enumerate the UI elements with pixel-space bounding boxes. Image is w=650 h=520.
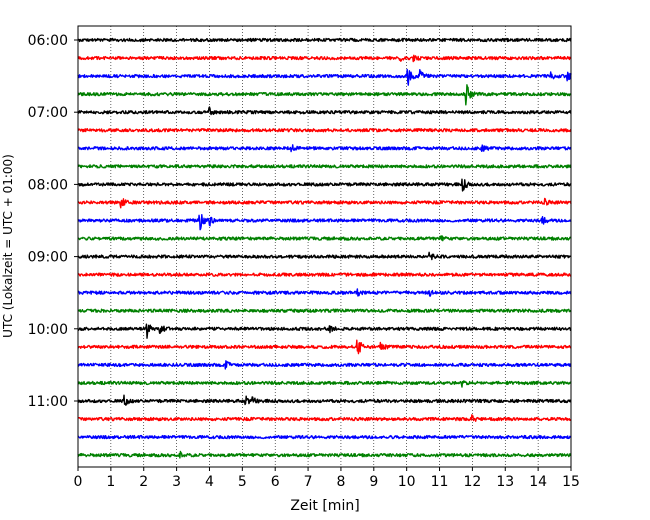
trace-1045 [77,380,572,388]
x-tick-label: 12 [463,474,481,490]
x-tick-label: 9 [369,474,378,490]
x-axis: 0 1 2 3 4 5 6 7 8 9 10 11 12 13 14 15 [74,467,580,490]
trace-0745 [77,164,572,169]
trace-0800 [77,178,572,192]
x-tick-label: 13 [496,474,514,490]
plot-area [78,26,571,467]
trace-0730 [77,144,572,153]
y-axis: 06:00 07:00 08:00 09:00 10:00 11:00 [28,33,78,410]
x-tick-label: 14 [529,474,547,490]
y-tick-label: 08:00 [28,177,68,193]
x-tick-label: 11 [431,474,449,490]
trace-1030 [77,360,572,370]
x-tick-label: 3 [172,474,181,490]
trace-0930 [77,288,572,297]
x-tick-label: 2 [139,474,148,490]
trace-0700 [77,106,572,116]
y-tick-label: 11:00 [28,394,68,410]
trace-0615 [77,54,572,63]
trace-0630 [77,68,572,86]
y-tick-label: 07:00 [28,105,68,121]
x-tick-label: 10 [398,474,416,490]
trace-0715 [77,128,572,133]
x-axis-label: Zeit [min] [290,498,359,514]
trace-1145 [77,450,572,459]
x-tick-label: 7 [304,474,313,490]
x-tick-label: 4 [205,474,214,490]
trace-1130 [77,434,572,440]
x-tick-label: 15 [562,474,580,490]
x-tick-label: 6 [271,474,280,490]
trace-0900 [77,251,572,261]
y-tick-label: 10:00 [28,322,68,338]
trace-1115 [77,414,572,422]
trace-1000 [77,323,572,339]
plot-frame [77,25,572,468]
x-tick-label: 5 [238,474,247,490]
trace-0915 [77,272,572,277]
trace-0830 [77,213,572,231]
x-tick-label: 1 [106,474,115,490]
trace-0645 [77,84,572,106]
trace-1100 [77,394,572,406]
trace-0845 [77,235,572,242]
trace-0945 [77,308,572,313]
y-tick-label: 06:00 [28,33,68,49]
trace-0600 [77,37,572,43]
x-tick-label: 8 [336,474,345,490]
trace-1015 [77,339,572,355]
trace-0815 [77,197,572,209]
y-tick-label: 09:00 [28,250,68,266]
y-axis-label: UTC (Lokalzeit = UTC + 01:00) [1,154,15,338]
trace-group [77,37,572,459]
x-tick-label: 0 [74,474,83,490]
